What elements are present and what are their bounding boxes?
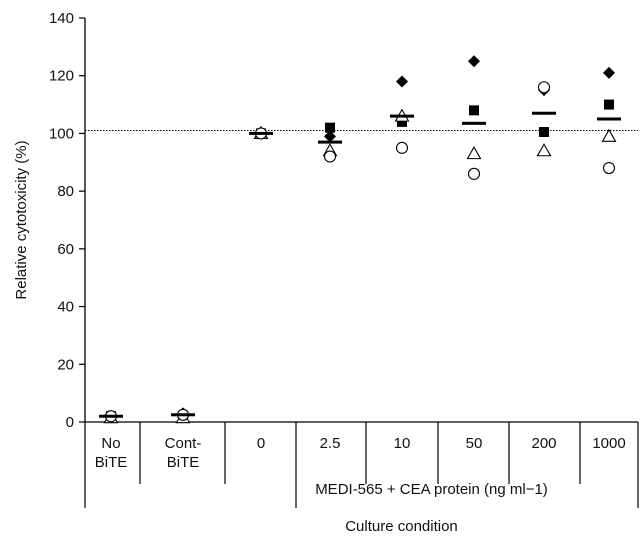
mean-bar	[318, 140, 342, 144]
category-label: 200	[531, 435, 556, 452]
diamond-marker	[468, 55, 480, 68]
group-label: MEDI-565 + CEA protein (ng ml−1)	[315, 481, 548, 498]
diamond-marker	[603, 66, 615, 79]
square-marker	[539, 126, 549, 137]
y-tick-label: 40	[57, 299, 74, 316]
circle-marker	[602, 162, 616, 175]
square-marker	[469, 105, 479, 116]
mean-bar	[597, 117, 621, 121]
category-label: Cont-	[165, 435, 202, 452]
category-label: No	[101, 435, 120, 452]
mean-bar	[532, 111, 556, 115]
triangle-marker	[466, 146, 482, 160]
circle-marker	[467, 167, 481, 180]
mean-bar	[99, 414, 123, 418]
y-axis-title: Relative cytotoxicity (%)	[13, 140, 30, 299]
mean-bar	[249, 131, 273, 135]
data-markers	[99, 55, 621, 424]
circle-marker	[323, 150, 337, 163]
axes-frame	[84, 18, 638, 423]
y-axis-ticks: 0 20 40 60 80 100 120 140	[49, 10, 85, 431]
category-label: 50	[466, 435, 483, 452]
mean-bar	[462, 121, 486, 125]
diamond-marker	[324, 130, 336, 143]
circle-marker	[395, 141, 409, 154]
triangle-marker	[536, 143, 552, 157]
x-axis-categories: No BiTE Cont- BiTE 0 2.5 10 50 200 1000	[84, 422, 639, 508]
diamond-marker	[396, 75, 408, 88]
triangle-marker	[601, 128, 617, 142]
category-label: 0	[257, 435, 265, 452]
y-tick-label: 120	[49, 68, 74, 85]
category-label: BiTE	[95, 454, 128, 471]
category-label: 1000	[592, 435, 625, 452]
mean-bar	[171, 413, 195, 417]
square-marker	[397, 116, 407, 127]
y-tick-label: 60	[57, 241, 74, 258]
y-tick-label: 20	[57, 356, 74, 373]
square-marker	[604, 99, 614, 110]
y-tick-label: 140	[49, 10, 74, 27]
category-label: BiTE	[167, 454, 200, 471]
y-tick-label: 0	[66, 414, 74, 431]
x-axis-title: Culture condition	[345, 518, 458, 535]
circle-marker	[537, 81, 551, 94]
y-tick-label: 100	[49, 125, 74, 142]
category-label: 10	[394, 435, 411, 452]
square-marker	[325, 122, 335, 133]
category-label: 2.5	[320, 435, 341, 452]
mean-bar	[390, 114, 414, 118]
y-tick-label: 80	[57, 183, 74, 200]
